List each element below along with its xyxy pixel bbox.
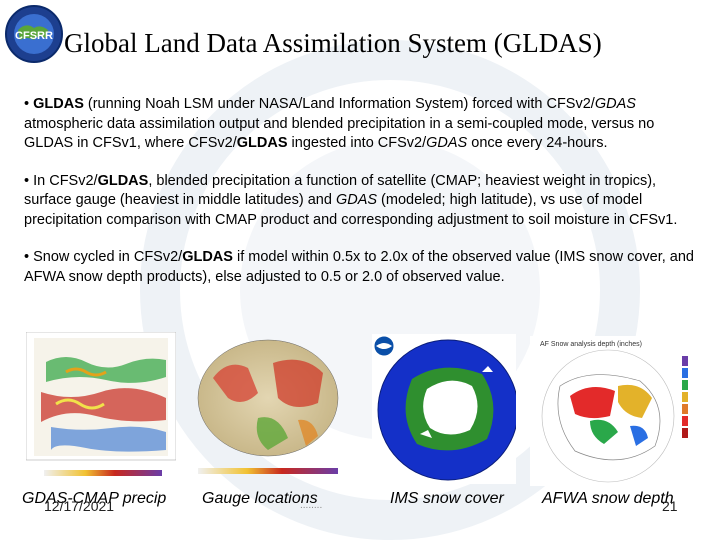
noaa-logo-icon [373, 335, 395, 357]
bullet-text-segment: atmospheric data assimilation output and… [24, 115, 655, 152]
bullet-text-segment: once every 24-hours. [467, 135, 608, 151]
bullet-text-segment: ingested into CFSv2/ [287, 135, 427, 151]
footer-dots: ........ [300, 500, 323, 511]
bullet-text-segment: GDAS [335, 192, 378, 208]
caption-afwa: AFWA snow depth [542, 490, 674, 507]
precip-map [26, 332, 176, 476]
bullet-text-segment: GLDAS [33, 96, 84, 112]
bullet-text-segment: GDAS [426, 135, 468, 151]
page-title: Global Land Data Assimilation System (GL… [64, 28, 602, 58]
bullet-text-segment: GLDAS [97, 172, 149, 189]
gauge-map [197, 339, 339, 474]
caption-gauge: Gauge locations [202, 490, 318, 507]
bullet-1: • GLDAS (running Noah LSM under NASA/Lan… [24, 95, 696, 154]
bullet-text-segment: GLDAS [236, 135, 288, 151]
caption-ims: IMS snow cover [390, 490, 504, 507]
bullet-2: • In CFSv2/GLDAS, blended precipitation … [24, 172, 696, 231]
bullet-text-segment: if model within 0.5x to 2.0x of the obse… [24, 249, 694, 285]
bullet-3: • Snow cycled in CFSv2/GLDAS if model wi… [24, 248, 696, 287]
bullet-list: • GLDAS (running Noah LSM under NASA/Lan… [24, 95, 696, 305]
bullet-text-segment: • [24, 96, 34, 112]
footer-page-number: 21 [662, 498, 678, 514]
logo-text: CFSRR [15, 30, 53, 42]
afwa-snow-map: AF Snow analysis depth (inches) [530, 336, 692, 486]
bullet-text-segment: GDAS [594, 96, 636, 112]
caption-precip: GDAS-CMAP precip [22, 490, 167, 507]
afwa-color-key [682, 356, 688, 438]
ims-snow-map [372, 334, 516, 484]
footer-date: 12/17/2021 [44, 498, 115, 514]
bullet-text-segment: , blended precipitation a function of sa… [24, 172, 657, 209]
bullet-text-segment: • In CFSv2/ [24, 172, 98, 189]
bullet-text-segment: (modeled; high latitude), vs use of mode… [24, 192, 678, 228]
afwa-map-title: AF Snow analysis depth (inches) [540, 341, 642, 348]
bullet-text-segment: (running Noah LSM under NASA/Land Inform… [83, 96, 595, 112]
bullet-text-segment: • Snow cycled in CFSv2/ [24, 249, 183, 265]
bullet-text-segment: GLDAS [182, 249, 233, 265]
cfsrr-logo-icon: CFSRR [5, 5, 63, 63]
